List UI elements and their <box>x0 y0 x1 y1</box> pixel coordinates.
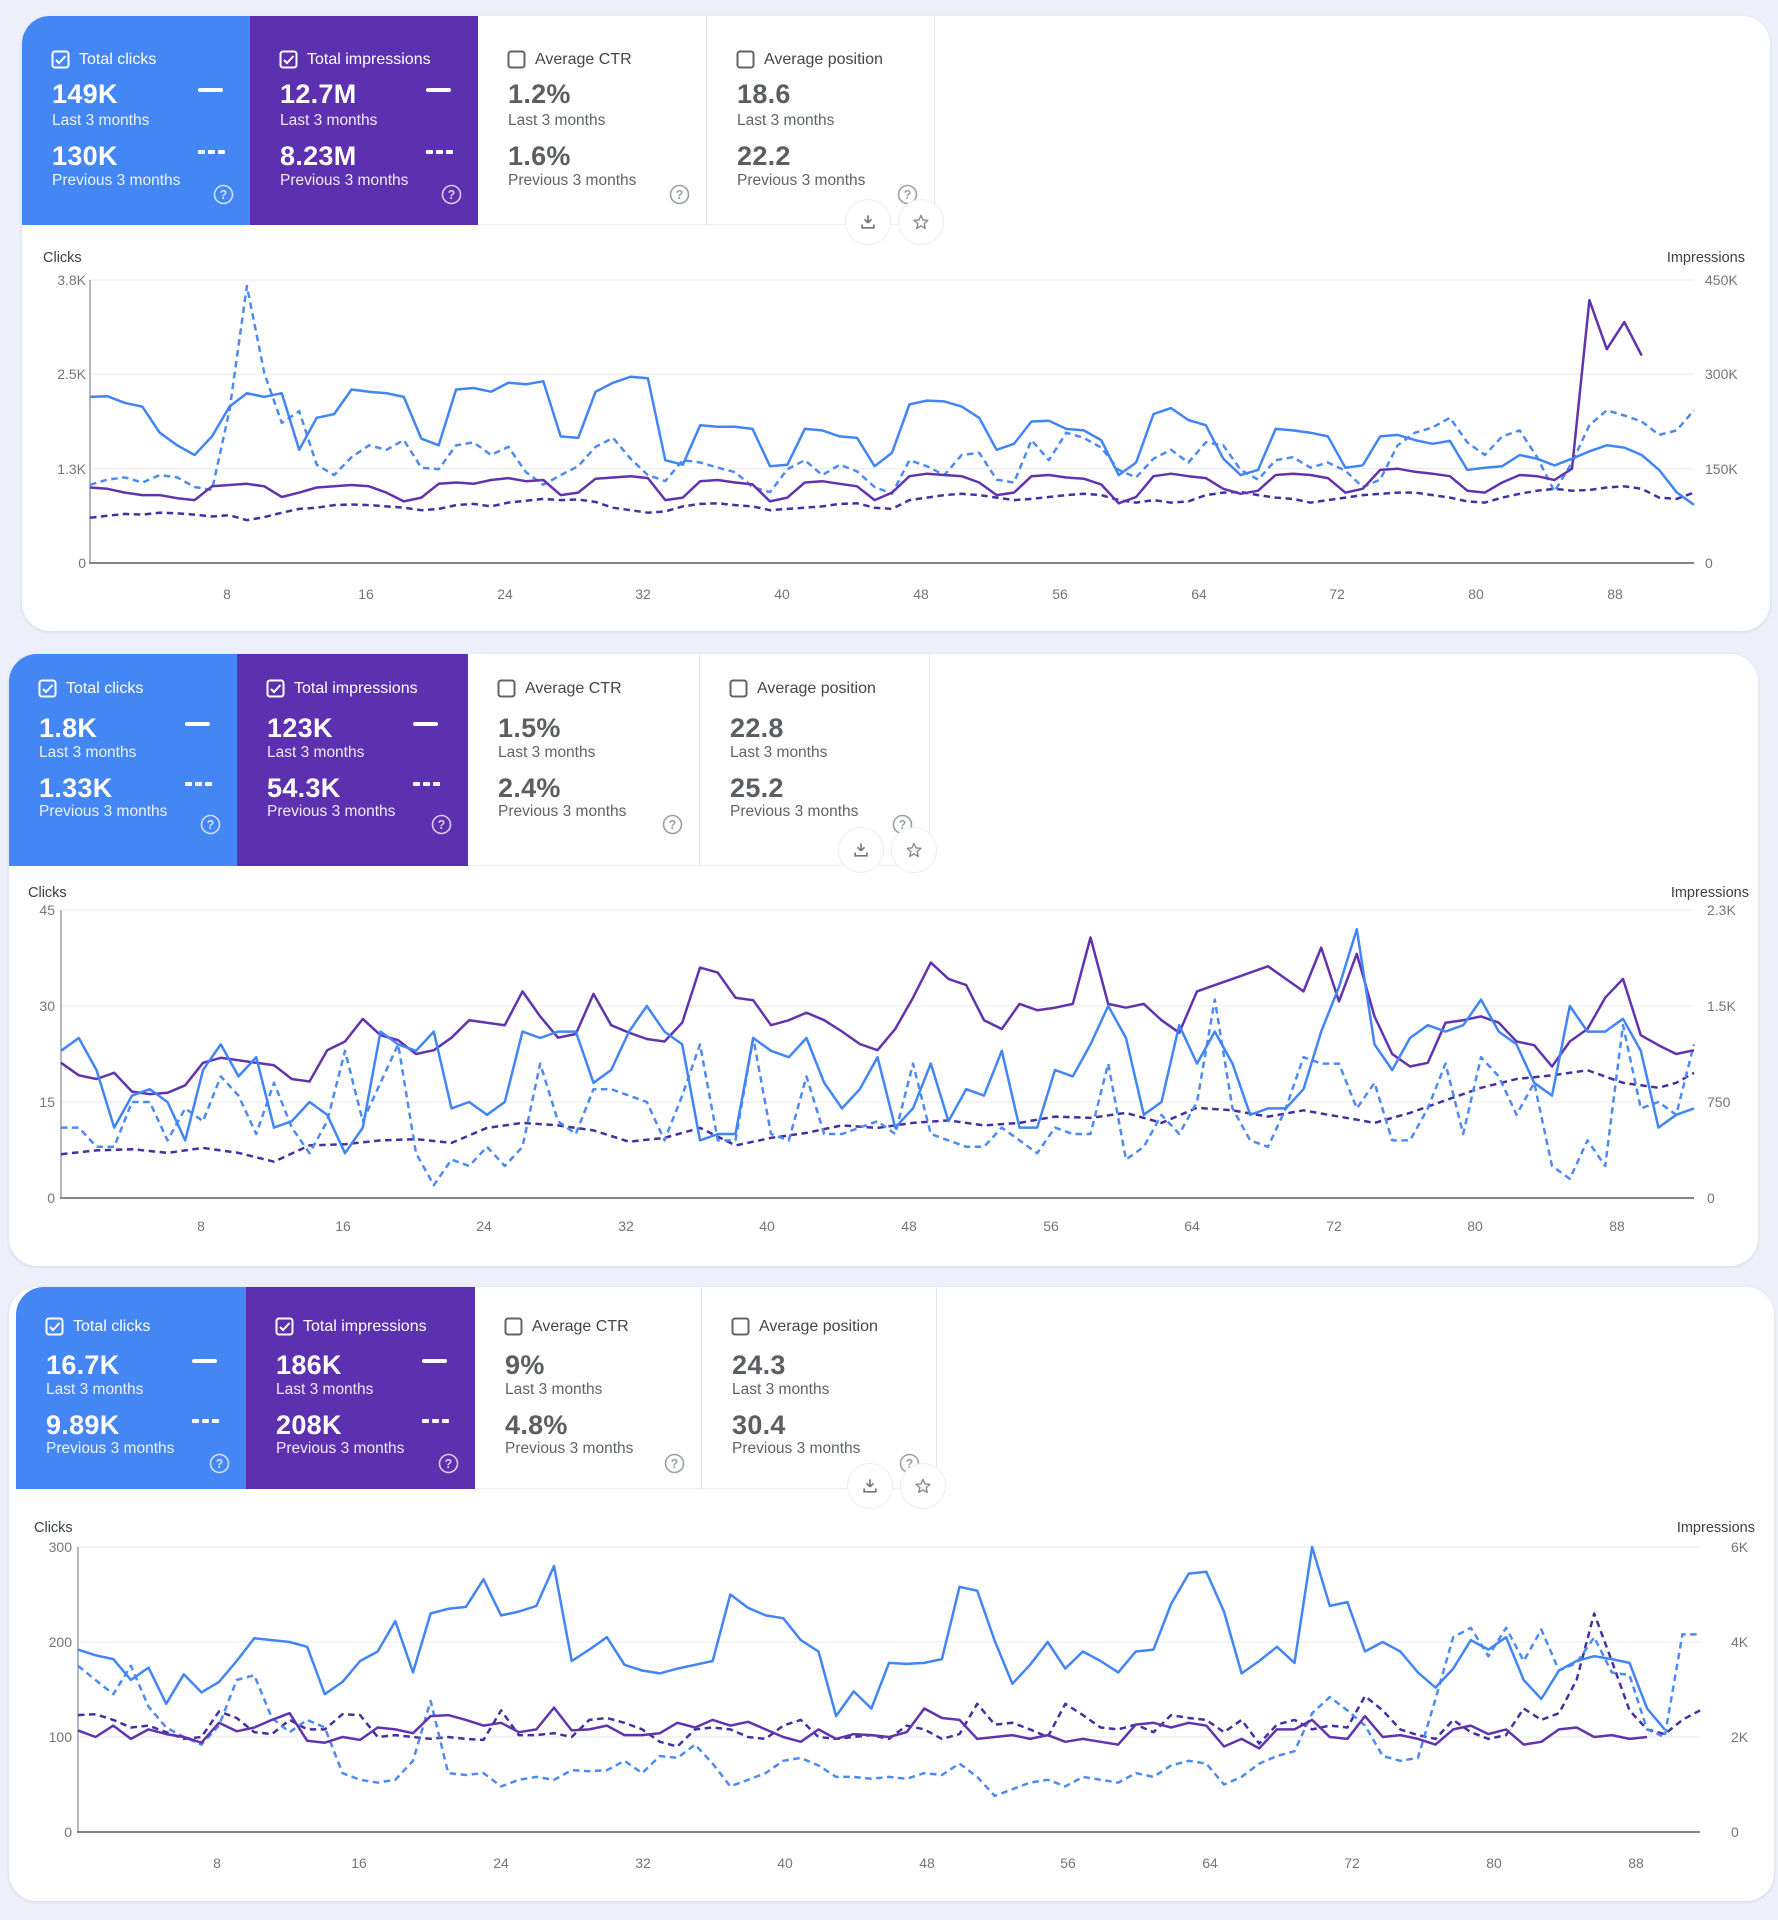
svg-text:?: ? <box>906 1457 914 1471</box>
svg-text:?: ? <box>207 818 215 832</box>
svg-text:?: ? <box>676 188 684 202</box>
svg-text:?: ? <box>448 188 456 202</box>
svg-text:?: ? <box>445 1457 453 1471</box>
svg-text:?: ? <box>899 818 907 832</box>
svg-text:?: ? <box>671 1457 679 1471</box>
svg-text:?: ? <box>220 188 228 202</box>
svg-text:?: ? <box>216 1457 224 1471</box>
svg-text:?: ? <box>669 818 677 832</box>
svg-text:?: ? <box>904 188 912 202</box>
svg-text:?: ? <box>438 818 446 832</box>
